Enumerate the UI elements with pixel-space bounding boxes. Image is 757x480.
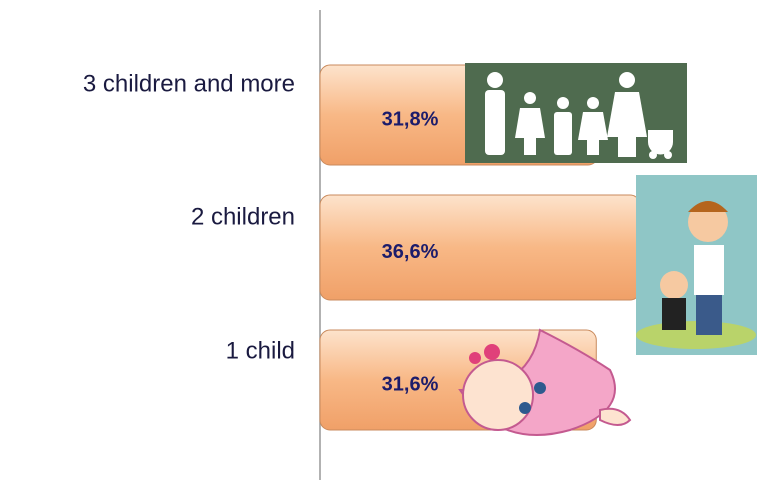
boss-baby-picture [636,175,757,355]
value-label: 36,6% [382,241,439,263]
bar [319,194,641,301]
baby-picture [458,328,632,436]
category-label: 2 children [191,203,295,230]
category-label: 1 child [226,337,295,364]
labels: 3 children and more 31,8% 2 children 36,6% 1… [83,70,439,395]
value-label: 31,6% [382,373,439,395]
value-label: 31,8% [382,108,439,130]
category-label: 3 children and more [83,70,295,97]
family-picture [465,63,687,163]
